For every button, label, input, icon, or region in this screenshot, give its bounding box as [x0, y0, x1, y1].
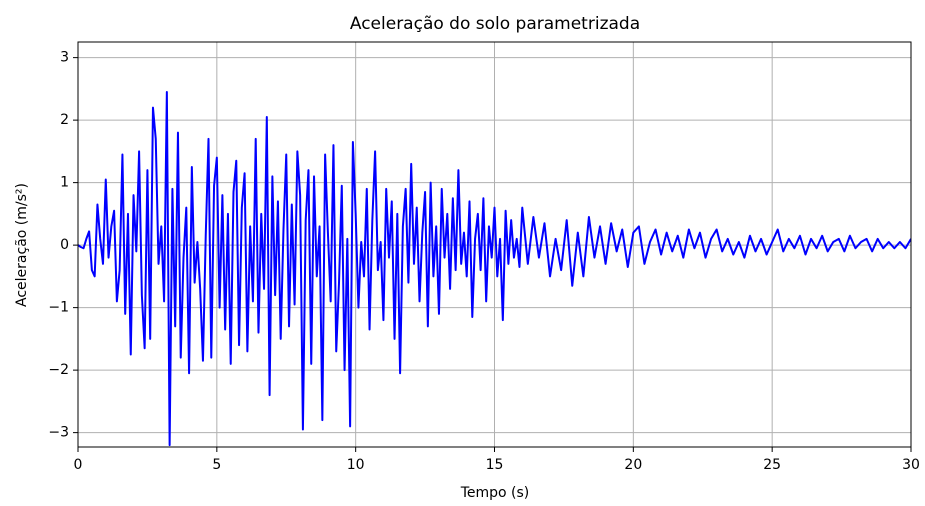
x-tick-label: 20 [624, 457, 642, 473]
plot-frame [77, 41, 912, 448]
x-tick-label: 10 [347, 457, 365, 473]
y-tick-label: −2 [48, 362, 69, 378]
x-tick-label: 15 [486, 457, 504, 473]
y-tick-label: 3 [60, 50, 69, 66]
y-tick-label: −1 [48, 300, 69, 316]
chart-title: Aceleração do solo parametrizada [350, 14, 640, 34]
y-tick-label: −3 [48, 425, 69, 441]
x-tick-label: 5 [212, 457, 221, 473]
x-tick-label: 30 [902, 457, 920, 473]
y-tick-label: 2 [60, 112, 69, 128]
y-tick-label: 1 [60, 175, 69, 191]
data-line [78, 91, 911, 447]
x-tick-label: 0 [74, 457, 83, 473]
y-axis-label: Aceleração (m/s²) [14, 183, 30, 307]
x-tick-label: 25 [763, 457, 781, 473]
x-axis-label: Tempo (s) [460, 485, 530, 501]
y-tick-label: 0 [60, 237, 69, 253]
